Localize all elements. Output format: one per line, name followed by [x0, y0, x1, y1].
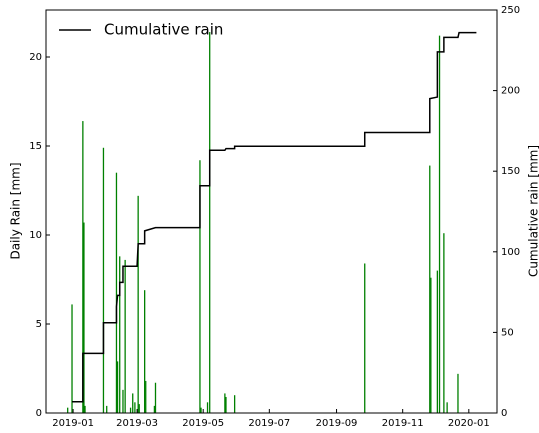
plot-frame — [45, 9, 498, 414]
bar — [119, 256, 121, 413]
bar — [132, 393, 134, 413]
bar — [115, 172, 118, 413]
bar — [206, 402, 209, 413]
bar — [138, 404, 140, 413]
bar — [122, 389, 124, 413]
x-tick-label: 2019-09 — [316, 418, 358, 429]
bar — [124, 259, 126, 413]
y2-axis-label: Cumulative rain [mm] — [527, 145, 539, 277]
bar — [154, 382, 157, 413]
x-tick-label: 2019-05 — [182, 418, 224, 429]
x-tick-label: 2019-11 — [382, 418, 424, 429]
y2-tick-label: 100 — [501, 247, 520, 258]
bar — [224, 393, 226, 413]
cumulative-line — [72, 31, 477, 403]
bar — [457, 373, 459, 413]
y-tick-label: 20 — [29, 52, 42, 63]
y2-tick-label: 150 — [501, 166, 520, 177]
bar — [102, 147, 105, 414]
bar — [233, 395, 236, 413]
y-tick-label: 5 — [36, 319, 42, 330]
legend-label: Cumulative rain — [104, 21, 223, 39]
y2-tick-label: 200 — [501, 86, 520, 97]
bar — [83, 222, 85, 413]
bar — [84, 405, 86, 413]
bar — [145, 380, 147, 413]
bar — [199, 160, 201, 413]
bar — [429, 165, 431, 413]
x-tick-label: 2019-03 — [116, 418, 158, 429]
y-tick-label: 15 — [29, 141, 42, 152]
y2-tick-label: 0 — [501, 408, 507, 419]
bar — [116, 361, 119, 413]
bar — [67, 407, 69, 413]
bar — [137, 195, 139, 413]
x-tick-label: 2020-01 — [448, 418, 490, 429]
y2-tick-label: 50 — [501, 327, 514, 338]
x-tick-label: 2019-01 — [52, 418, 94, 429]
bar — [106, 405, 108, 413]
y-tick-label: 0 — [36, 408, 42, 419]
bar — [446, 402, 448, 413]
bar — [225, 396, 227, 413]
bar — [71, 304, 73, 413]
bar — [134, 402, 136, 413]
bar — [438, 35, 441, 413]
bar — [209, 32, 211, 413]
y-axis-label: Daily Rain [mm] — [9, 162, 23, 259]
bar — [82, 121, 84, 413]
bar — [430, 277, 432, 413]
bar — [364, 263, 366, 413]
bar — [153, 405, 156, 413]
x-tick-label: 2019-07 — [248, 418, 290, 429]
y-tick-label: 10 — [29, 230, 42, 241]
y2-tick-label: 250 — [501, 5, 520, 16]
bar — [443, 233, 445, 413]
bar — [144, 290, 146, 413]
bar — [436, 270, 439, 413]
bar — [200, 407, 202, 413]
bar — [129, 407, 132, 413]
